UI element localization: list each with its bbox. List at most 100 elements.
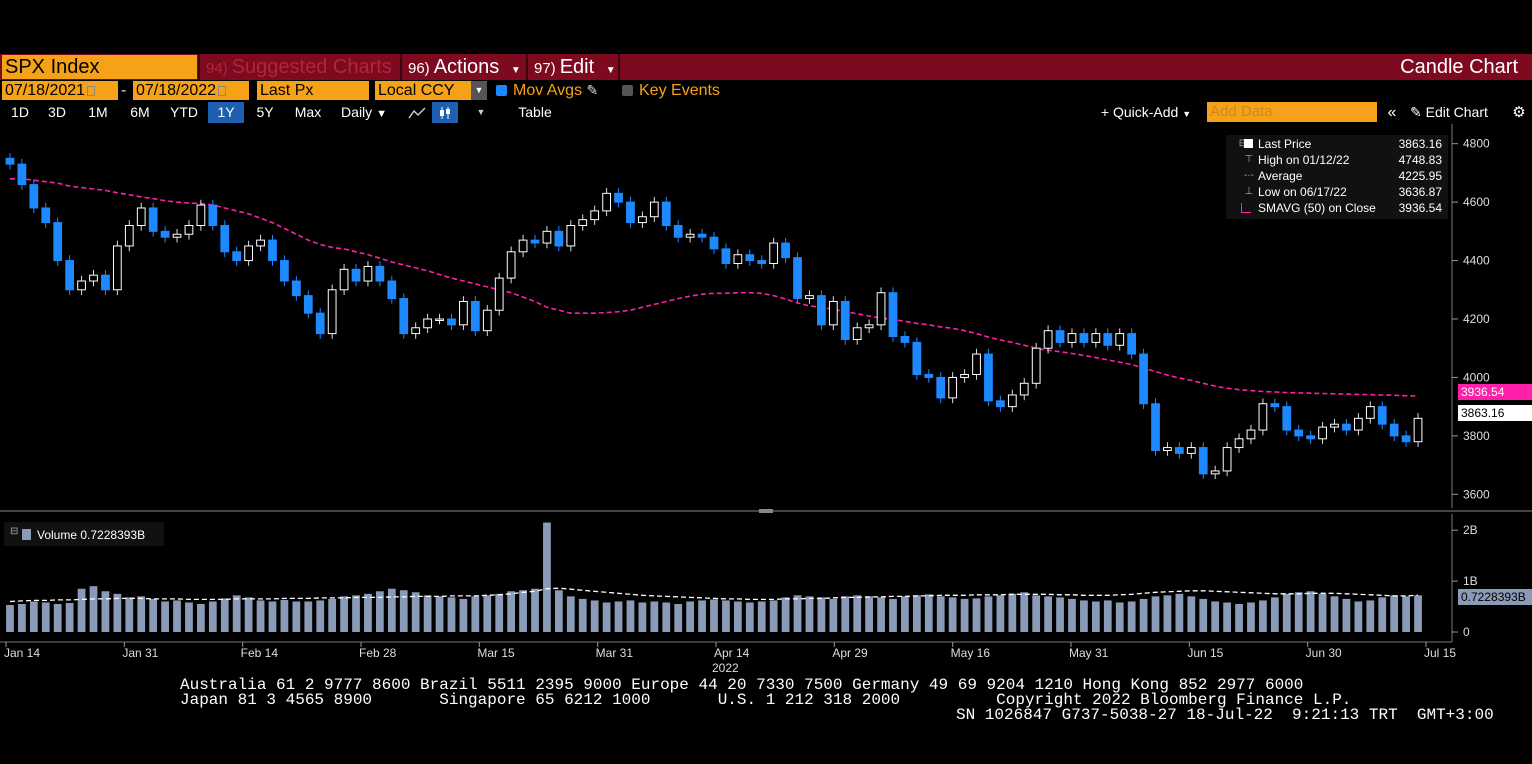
mov-avgs-toggle[interactable]: Mov Avgs ✎ [496,81,614,100]
price-field-select[interactable]: Last Px [257,81,369,100]
candle [900,331,910,348]
volume-bar [137,596,146,632]
chevron-down-icon[interactable]: ▼ [476,107,486,117]
candle [1401,430,1411,447]
period-button-max[interactable]: Max [294,104,322,120]
period-button-3d[interactable]: 3D [48,104,66,120]
chevron-down-icon[interactable]: ▼ [471,81,487,100]
frequency-label: Daily [341,104,373,120]
candle [1043,325,1053,354]
volume-bar [65,602,74,632]
start-date-field[interactable]: 07/18/2021 [2,81,118,100]
calendar-icon[interactable] [87,85,96,96]
frequency-select[interactable]: Daily ▼ [332,102,396,123]
price-y-tick-label: 4400 [1463,254,1490,268]
candle [542,226,552,249]
candle-body [566,225,576,247]
currency-select[interactable]: Local CCY [375,81,471,100]
suggested-charts-menu[interactable]: 94) Suggested Charts [200,54,398,80]
candle-body [1330,423,1339,428]
candle [136,202,146,231]
volume-bar [18,604,26,632]
legend-smavg-value: 3936.54 [1398,201,1442,215]
volume-bar [423,595,432,632]
collapse-panel-icon[interactable]: « [1387,104,1397,121]
candle-body [518,239,528,253]
volume-bar [1282,593,1291,632]
price-y-tick-label: 3600 [1463,487,1490,501]
key-events-toggle[interactable]: Key Events [622,81,742,100]
volume-bar [841,596,850,632]
gear-icon[interactable]: ⚙ [1512,104,1526,121]
candle-body [984,353,993,402]
add-data-input[interactable]: Add Data [1207,102,1377,122]
legend-low-label: Low on 06/17/22 [1258,185,1347,199]
candle [1258,398,1268,436]
volume-bar [1127,601,1136,632]
candle [614,188,623,208]
checkbox-checked-icon[interactable] [496,85,507,96]
candle-body [136,207,146,226]
period-button-1y[interactable]: 1Y [208,102,244,123]
period-button-ytd[interactable]: YTD [170,104,198,120]
checkbox-unchecked-icon[interactable] [622,85,633,96]
pane-resize-handle[interactable] [759,509,773,513]
line-chart-icon[interactable] [404,102,430,123]
last-price-swatch-icon [1244,139,1253,148]
volume-bar [411,592,420,632]
candle-body [41,207,51,224]
candle-body [470,300,480,332]
candle [208,199,218,231]
candle-body [876,292,886,326]
table-button[interactable]: Table [518,104,552,120]
candle-body [327,289,337,335]
volume-bar [698,600,706,632]
candle [17,158,27,190]
volume-bar [1103,600,1112,632]
candle-body [960,374,969,378]
candle-body [840,300,850,340]
volume-bar [1139,598,1148,632]
candle-body [17,163,27,186]
candle [494,272,504,316]
candle [447,313,456,331]
candle-body [578,219,588,226]
volume-bar [996,595,1005,632]
period-button-6m[interactable]: 6M [130,104,150,120]
security-ticker-field[interactable]: SPX Index [2,55,197,79]
candle [459,296,468,331]
candle [148,202,158,237]
candle-body [900,336,910,343]
candle-body [936,376,946,399]
period-button-1d[interactable]: 1D [11,104,29,120]
volume-legend-label: Volume [37,528,78,542]
end-date-field[interactable]: 07/18/2022 [133,81,249,100]
x-axis-year-label: 2022 [712,661,739,675]
pencil-icon[interactable]: ✎ [586,82,599,98]
volume-bar [566,596,575,632]
edit-chart-button[interactable]: ✎ Edit Chart [1410,102,1506,123]
volume-bar [924,594,933,632]
collapse-volume-icon[interactable]: ⊟ [10,526,19,537]
edit-number: 97) [534,60,556,77]
volume-bar [912,595,921,632]
price-chart[interactable]: 3600 3800 4000 4200 4400 4600 4800 0 1B 2B [0,124,1532,664]
period-button-1m[interactable]: 1M [88,104,108,120]
candle [590,205,600,225]
candle-body [542,230,552,244]
collapse-legend-icon[interactable]: ⊟ [1238,138,1248,149]
calendar-icon[interactable] [218,85,227,96]
candle-chart-icon[interactable] [432,102,458,123]
edit-menu[interactable]: 97) Edit ▼ [528,54,616,80]
candle-body [435,318,444,321]
actions-menu[interactable]: 96) Actions ▼ [402,54,524,80]
volume-bar [1199,598,1208,632]
candle-body [280,260,289,282]
legend-panel [1226,135,1448,219]
candle [435,313,444,325]
date-separator: - [121,82,127,99]
period-button-5y[interactable]: 5Y [256,104,274,120]
volume-y-tick-label: 0 [1463,625,1470,639]
quick-add-button[interactable]: + Quick-Add ▼ [1092,102,1200,123]
candle [1234,433,1244,453]
